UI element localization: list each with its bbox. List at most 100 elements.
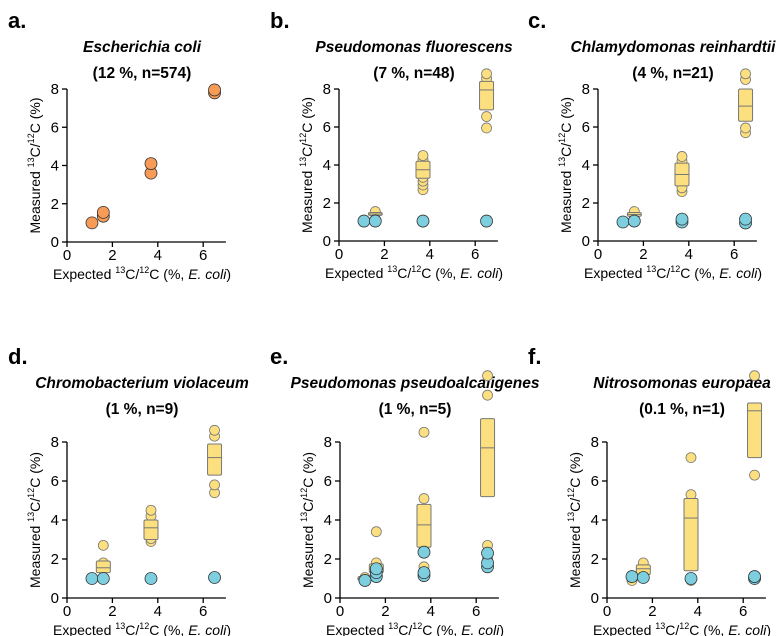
y-tick-label: 8 — [51, 434, 59, 451]
unlabeled-point — [208, 571, 221, 584]
x-label-text: C (%, — [422, 622, 461, 636]
unlabeled-point — [368, 214, 382, 228]
unlabeled-point — [416, 214, 430, 228]
labeled-point — [209, 424, 220, 436]
x-tick-label: 6 — [199, 603, 207, 620]
box — [416, 503, 432, 548]
panel-letter: e. — [270, 344, 288, 369]
box — [626, 212, 642, 217]
x-label-sup: 13 — [115, 621, 125, 631]
y-axis-label: Measured 13C/12C (%) — [298, 97, 315, 233]
x-label-text: C (%, — [149, 622, 188, 636]
y-label-text: Measured — [567, 522, 583, 588]
y-tick-label: 6 — [51, 473, 59, 490]
x-label-sup: 12 — [411, 264, 421, 274]
y-tick-label: 8 — [323, 81, 331, 98]
panel-title: Chromobacterium violaceum — [35, 375, 249, 392]
y-tick-label: 4 — [582, 157, 590, 174]
y-tick-label: 4 — [51, 158, 59, 175]
x-label-text: C/ — [656, 265, 670, 281]
y-label-text: C (%) — [299, 97, 315, 133]
panel-letter: b. — [270, 8, 290, 33]
x-label-italic: E. coli — [719, 265, 758, 281]
x-label-text: C/ — [665, 622, 679, 636]
y-tick-label: 0 — [324, 590, 332, 607]
y-tick-label: 4 — [323, 157, 331, 174]
y-label-text: C/ — [27, 498, 43, 512]
y-label-sup: 13 — [557, 157, 567, 167]
y-label-sup: 12 — [566, 488, 576, 498]
labeled-point — [209, 479, 220, 491]
x-label-text: C/ — [125, 622, 139, 636]
x-tick-label: 0 — [335, 246, 343, 263]
x-label-text: ) — [226, 622, 231, 636]
x-label-italic: E. coli — [461, 622, 500, 636]
x-tick-label: 2 — [380, 246, 388, 263]
y-tick-label: 8 — [591, 434, 599, 451]
labeled-point — [145, 504, 157, 516]
x-axis-label: Expected 13C/12C (%, E. coli) — [53, 621, 231, 636]
box-iqr — [416, 503, 432, 548]
labeled-point — [418, 426, 430, 438]
labeled-point — [481, 122, 492, 134]
unlabeled-point — [684, 572, 698, 585]
y-label-sup: 13 — [299, 512, 309, 522]
y-axis-label: Measured 13C/12C (%) — [566, 452, 583, 588]
y-tick-label: 6 — [324, 473, 332, 490]
x-label-text: C (%, — [689, 622, 728, 636]
box — [207, 443, 223, 476]
x-axis-label: Expected 13C/12C (%, E. coli) — [325, 264, 503, 281]
y-label-text: C (%) — [300, 452, 316, 488]
panel-subtitle: (12 %, n=574) — [93, 65, 192, 82]
x-tick-label: 0 — [603, 603, 611, 620]
x-label-sup: 13 — [388, 621, 398, 631]
x-tick-label: 0 — [63, 247, 71, 264]
unlabeled-point — [739, 212, 752, 226]
box-iqr — [207, 443, 223, 476]
x-label-text: Expected — [593, 622, 655, 636]
x-label-italic: E. coli — [188, 266, 227, 282]
y-label-text: C/ — [27, 143, 43, 157]
y-tick-label: 0 — [323, 233, 331, 250]
y-label-sup: 13 — [26, 157, 36, 167]
panel-letter: c. — [528, 8, 546, 33]
y-label-text: C (%) — [27, 452, 43, 488]
unlabeled-point — [85, 572, 99, 585]
panel-subtitle: (1 %, n=5) — [379, 401, 452, 418]
x-label-sup: 12 — [139, 621, 149, 631]
y-label-sup: 12 — [26, 133, 36, 143]
labeled-point — [418, 493, 430, 504]
x-label-text: ) — [226, 266, 231, 282]
panel-title: Pseudomonas pseudoalcaligenes — [291, 375, 540, 392]
y-label-text: Measured — [299, 167, 315, 233]
labeled-point — [482, 370, 493, 382]
x-label-text: C/ — [398, 622, 412, 636]
y-axis-label: Measured 13C/12C (%) — [557, 97, 574, 233]
box-iqr — [683, 498, 699, 572]
x-tick-label: 2 — [648, 603, 656, 620]
x-label-text: ) — [766, 622, 771, 636]
x-tick-label: 4 — [694, 603, 702, 620]
labeled-point — [481, 111, 492, 122]
panel-letter: f. — [528, 344, 541, 369]
panel-subtitle: (0.1 %, n=1) — [639, 401, 725, 418]
labeled-point — [370, 526, 382, 538]
y-tick-label: 2 — [323, 195, 331, 212]
box — [95, 560, 111, 574]
labeled-point — [482, 389, 493, 401]
y-label-text: C/ — [299, 143, 315, 157]
box-iqr — [479, 80, 495, 111]
unlabeled-point — [636, 571, 650, 584]
box — [683, 498, 699, 572]
x-label-text: Expected — [325, 265, 387, 281]
unlabeled-point — [480, 214, 493, 228]
box-iqr — [738, 88, 754, 122]
y-tick-label: 2 — [51, 551, 59, 568]
unlabeled-point — [417, 566, 431, 580]
x-label-sup: 12 — [412, 621, 422, 631]
unlabeled-point — [625, 570, 639, 583]
box — [635, 564, 651, 576]
panel-c: c. Chlamydomonas reinhardtii (4 %, n=21) 0 2… — [528, 8, 776, 281]
y-label-text: Measured — [300, 522, 316, 588]
y-tick-label: 6 — [323, 119, 331, 136]
